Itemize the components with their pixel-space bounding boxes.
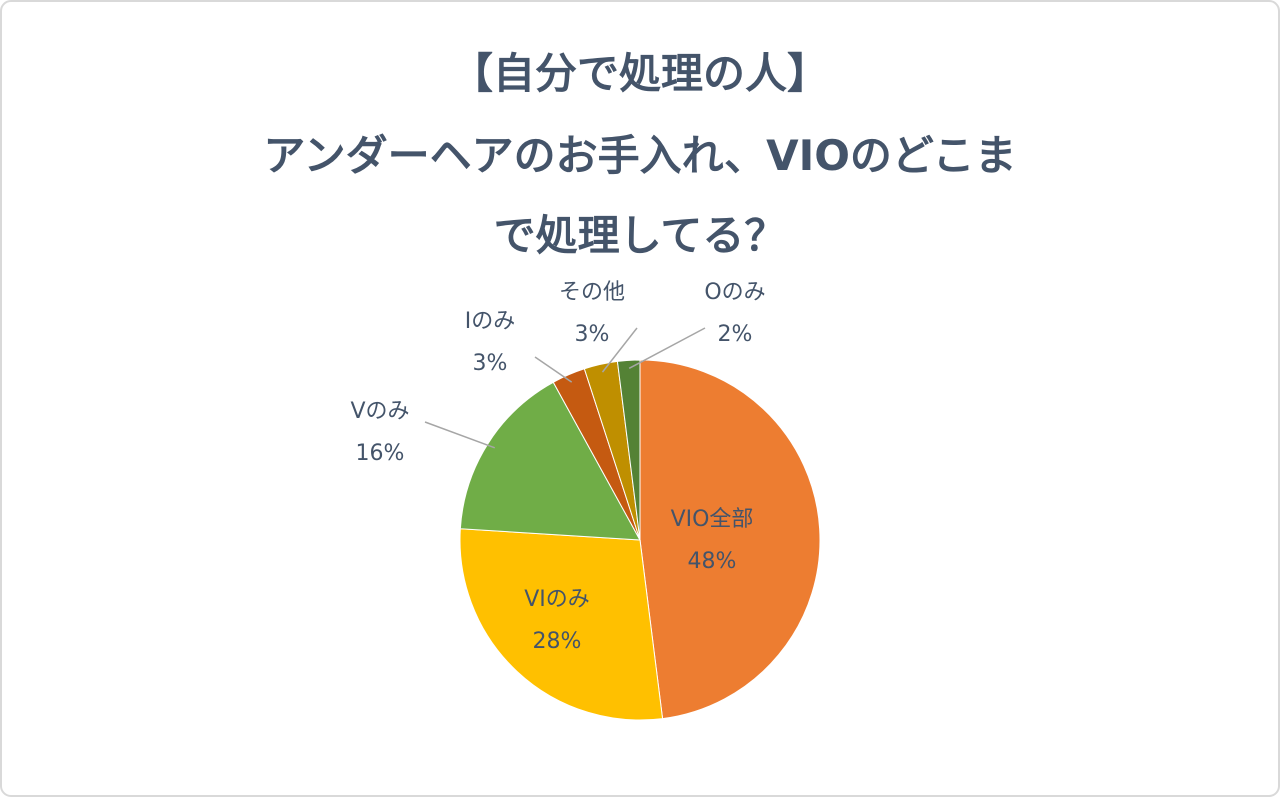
slice-category-label: Iのみ xyxy=(465,309,516,334)
slice-value-label: 2% xyxy=(718,322,753,347)
slice-category-label: VIO全部 xyxy=(671,507,754,532)
slice-category-label: その他 xyxy=(559,280,625,305)
slice-category-label: Vのみ xyxy=(350,399,409,424)
chart-title: 【自分で処理の人】 xyxy=(451,49,829,98)
leader-line xyxy=(424,421,496,449)
pie-slice xyxy=(459,381,641,541)
chart-title: で処理してる？ xyxy=(494,211,787,260)
slice-value-label: 3% xyxy=(473,351,508,376)
leader-line xyxy=(534,356,573,383)
pie-slice xyxy=(459,528,664,721)
slice-category-label: Oのみ xyxy=(704,280,765,305)
leader-line xyxy=(628,327,706,370)
chart-title: アンダーヘアのお手入れ、VIOのどこま xyxy=(263,131,1016,180)
slice-value-label: 16% xyxy=(356,441,405,466)
slice-value-label: 48% xyxy=(688,549,737,574)
slice-category-label: VIのみ xyxy=(524,587,590,612)
slice-value-label: 28% xyxy=(533,629,582,654)
pie-slice xyxy=(616,359,641,541)
leader-line xyxy=(601,327,638,373)
slice-value-label: 3% xyxy=(575,322,610,347)
pie-slice xyxy=(639,359,821,720)
